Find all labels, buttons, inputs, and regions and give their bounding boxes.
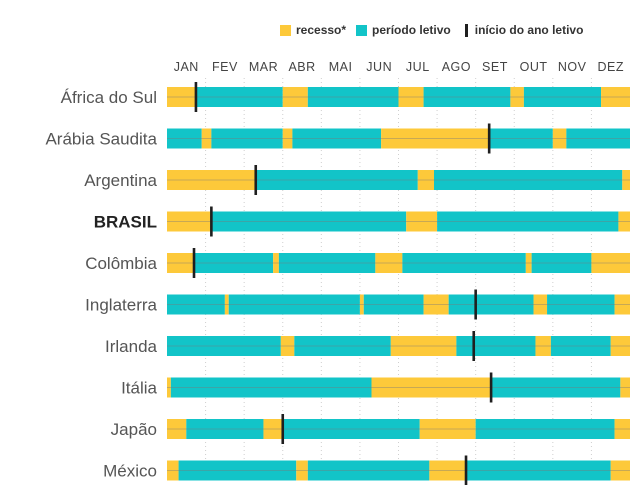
month-tick-label: JUN xyxy=(366,60,392,74)
legend-item-recess: recesso* xyxy=(280,23,346,37)
school-year-start-marker xyxy=(281,414,285,444)
school-year-start-marker xyxy=(474,289,477,320)
school-year-start-marker xyxy=(489,372,493,403)
legend-start-label: início do ano letivo xyxy=(474,23,584,37)
country-label: Colômbia xyxy=(85,254,157,273)
country-label: Argentina xyxy=(84,171,157,190)
month-tick-label: OUT xyxy=(520,60,548,74)
country-label: Itália xyxy=(121,379,157,398)
school-year-start-marker xyxy=(487,123,491,154)
school-year-start-marker xyxy=(472,331,476,361)
legend-item-start: início do ano letivo xyxy=(461,23,584,37)
start-marker-icon xyxy=(464,23,468,37)
recess-swatch-icon xyxy=(280,24,291,36)
month-tick-label: MAR xyxy=(249,60,278,74)
school-year-start-marker xyxy=(254,165,258,195)
school-year-start-marker xyxy=(192,248,196,278)
month-tick-label: JAN xyxy=(174,60,199,74)
school-year-start-marker xyxy=(210,206,213,237)
school-year-start-marker xyxy=(194,82,198,112)
country-label: BRASIL xyxy=(94,213,157,232)
period-swatch-icon xyxy=(356,24,368,36)
country-label: México xyxy=(103,462,157,481)
month-tick-label: AGO xyxy=(442,60,471,74)
country-label: Inglaterra xyxy=(85,296,157,315)
month-tick-label: ABR xyxy=(288,60,315,74)
month-tick-label: MAI xyxy=(329,60,353,74)
month-tick-label: NOV xyxy=(558,60,587,74)
school-year-start-marker xyxy=(464,455,468,485)
month-tick-label: FEV xyxy=(212,60,238,74)
month-tick-label: DEZ xyxy=(597,60,624,74)
legend: recesso* período letivo início do ano le… xyxy=(270,20,583,40)
country-label: Japão xyxy=(111,420,157,439)
legend-recess-label: recesso* xyxy=(296,23,347,37)
country-label: África do Sul xyxy=(61,88,157,107)
legend-item-period: período letivo xyxy=(356,23,451,37)
country-label: Arábia Saudita xyxy=(45,130,157,149)
legend-period-label: período letivo xyxy=(372,23,451,37)
month-tick-label: SET xyxy=(482,60,508,74)
month-tick-label: JUL xyxy=(406,60,430,74)
country-label: Irlanda xyxy=(105,337,158,356)
